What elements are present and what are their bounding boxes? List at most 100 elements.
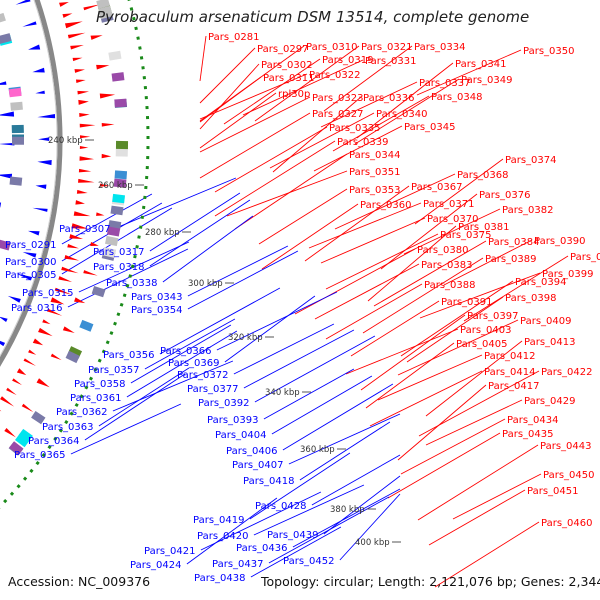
- feature-block: [10, 101, 23, 111]
- forward-connector: [199, 35, 207, 82]
- forward-connector: [199, 96, 311, 153]
- forward-gene-label: Pars_0460: [541, 518, 592, 529]
- reverse-gene-label: Pars_0406: [226, 446, 277, 457]
- forward-gene: [74, 297, 86, 304]
- forward-gene-label: Pars_0334: [414, 42, 465, 53]
- reverse-gene-label: Pars_0407: [232, 460, 283, 471]
- reverse-connector: [159, 287, 281, 355]
- forward-gene-label: Pars_0340: [376, 109, 427, 120]
- forward-connector: [369, 370, 483, 427]
- reverse-connector: [339, 493, 401, 561]
- forward-gene: [46, 308, 63, 316]
- forward-gene-label: Pars_0336: [363, 93, 414, 104]
- forward-connector: [325, 233, 439, 290]
- forward-connector: [325, 283, 423, 340]
- forward-connector: [272, 96, 362, 173]
- reverse-gene-label: Pars_0361: [70, 393, 121, 404]
- reverse-gene: [37, 114, 56, 119]
- forward-gene: [4, 428, 16, 438]
- feature-block: [91, 285, 106, 298]
- reverse-connector: [61, 193, 153, 245]
- reverse-gene-label: Pars_0372: [177, 370, 228, 381]
- forward-gene-label: Pars_0434: [507, 415, 558, 426]
- forward-gene: [16, 368, 27, 376]
- forward-gene-label: Pars_0422: [541, 367, 592, 378]
- feature-block: [106, 226, 121, 237]
- forward-gene-label: Pars_0388: [424, 280, 475, 291]
- forward-gene-label: Pars_0337: [419, 78, 470, 89]
- forward-gene: [0, 405, 2, 412]
- reverse-gene-label: Pars_0421: [144, 546, 195, 557]
- genome-summary-text: Topology: circular; Length: 2,121,076 bp…: [261, 574, 600, 589]
- outer-gc-track: [0, 0, 150, 509]
- reverse-gene: [0, 336, 6, 347]
- reverse-gene: [0, 316, 8, 323]
- forward-connector: [199, 47, 256, 104]
- reverse-gene-label: Pars_0357: [88, 365, 139, 376]
- feature-block: [8, 87, 22, 98]
- forward-gene: [50, 353, 62, 361]
- reverse-gene-label: Pars_0307: [59, 224, 110, 235]
- reverse-gene-label: Pars_0362: [56, 407, 107, 418]
- forward-connector: [350, 300, 440, 357]
- forward-gene: [6, 387, 17, 396]
- reverse-gene-label: Pars_0438: [194, 573, 245, 584]
- forward-gene-label: Pars_0381: [458, 222, 509, 233]
- feature-block: [105, 235, 119, 247]
- forward-gene-label: Pars_0302: [261, 60, 312, 71]
- scale-label: 400 kbp: [355, 538, 390, 548]
- reverse-connector: [186, 497, 278, 565]
- reverse-connector: [224, 295, 316, 363]
- forward-gene: [101, 122, 115, 127]
- forward-gene: [79, 156, 95, 161]
- reverse-gene-label: Pars_0365: [14, 450, 65, 461]
- forward-gene: [58, 276, 73, 282]
- forward-gene: [38, 327, 53, 337]
- feature-block: [9, 176, 23, 186]
- reverse-connector: [130, 324, 232, 384]
- forward-gene: [64, 255, 80, 261]
- forward-gene-label: Pars_0398: [505, 293, 556, 304]
- forward-gene: [64, 21, 83, 29]
- forward-gene-label: Pars_0339: [337, 137, 388, 148]
- reverse-gene-label: Pars_0452: [283, 556, 334, 567]
- forward-connector: [397, 384, 487, 461]
- reverse-connector: [263, 368, 355, 420]
- reverse-gene-label: Pars_0356: [103, 350, 154, 361]
- forward-connector: [199, 92, 277, 149]
- forward-connector: [443, 239, 533, 286]
- forward-connector: [463, 255, 569, 322]
- forward-gene: [79, 123, 96, 128]
- reverse-gene-label: Pars_0366: [160, 346, 211, 357]
- scale-label: 360 kbp: [300, 445, 335, 455]
- reverse-connector: [243, 329, 355, 389]
- reverse-connector: [67, 248, 189, 308]
- reverse-gene: [15, 0, 31, 5]
- forward-gene: [67, 32, 86, 39]
- scale-label: 340 kbp: [265, 388, 300, 398]
- forward-connector: [354, 78, 460, 145]
- forward-gene-label: Pars_0351: [349, 167, 400, 178]
- forward-gene: [73, 211, 91, 217]
- reverse-gene-label: Pars_0354: [131, 305, 182, 316]
- forward-connector: [199, 73, 308, 120]
- scale-label: 320 kbp: [228, 333, 263, 343]
- forward-connector: [360, 314, 466, 391]
- reverse-connector: [233, 323, 335, 375]
- feature-block: [113, 178, 127, 188]
- forward-gene-label: Pars_0353: [349, 185, 400, 196]
- forward-gene: [36, 378, 50, 388]
- forward-gene-label: Pars_0345: [404, 122, 455, 133]
- forward-connector: [314, 263, 420, 320]
- forward-gene: [23, 358, 36, 366]
- forward-connector: [362, 257, 484, 334]
- forward-gene-label: Pars_0391: [441, 297, 492, 308]
- reverse-connector: [84, 373, 186, 441]
- reverse-connector: [200, 491, 322, 551]
- forward-gene-label: Pars_0412: [484, 351, 535, 362]
- scale-label: 300 kbp: [188, 279, 223, 289]
- reverse-connector: [282, 383, 394, 451]
- reverse-gene: [0, 81, 7, 85]
